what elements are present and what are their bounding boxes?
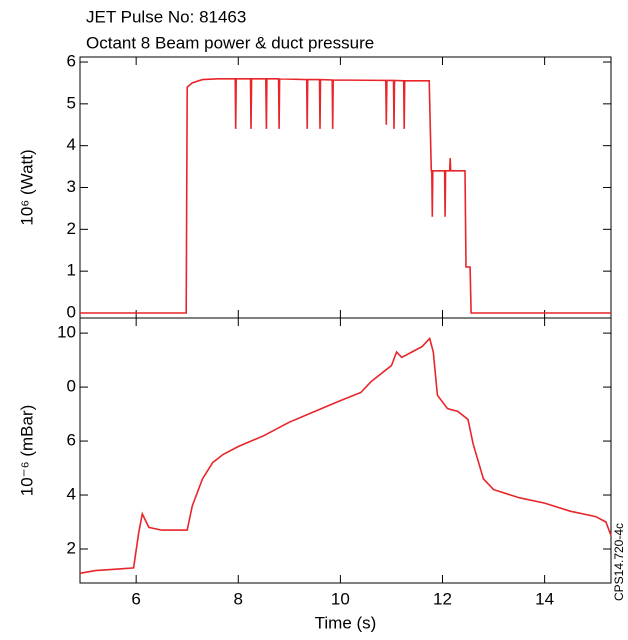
x-axis-label: Time (s) [315, 613, 377, 632]
y-tick-label: 4 [67, 485, 76, 504]
x-tick-label: 12 [433, 589, 452, 608]
y-tick-label: 2 [67, 538, 76, 557]
y-tick-label: 6 [67, 431, 76, 450]
data-line [79, 336, 612, 575]
y-axis-label: 10⁶ (Watt) [17, 149, 36, 225]
x-tick-label: 8 [234, 589, 243, 608]
y-tick-label: 4 [67, 135, 76, 154]
y-tick-label: 0 [67, 377, 76, 396]
y-tick-label: 6 [67, 52, 76, 71]
y-axis-label: 10⁻⁶ (mBar) [17, 405, 36, 497]
x-tick-label: 14 [535, 589, 554, 608]
chart-title: JET Pulse No: 81463 [86, 7, 246, 26]
plot-frame [79, 317, 612, 584]
data-line [80, 77, 611, 314]
plot-frame [79, 56, 612, 319]
y-tick-label: 1 [67, 261, 76, 280]
x-tick-label: 6 [131, 589, 140, 608]
y-tick-label: 5 [67, 93, 76, 112]
y-tick-label: 0 [67, 302, 76, 321]
x-tick-label: 10 [331, 589, 350, 608]
annotation: CPS14.720-4c [612, 523, 626, 601]
y-tick-label: 2 [67, 219, 76, 238]
y-tick-label: 10 [57, 323, 76, 342]
chart-subtitle: Octant 8 Beam power & duct pressure [86, 33, 374, 52]
y-tick-label: 3 [67, 177, 76, 196]
